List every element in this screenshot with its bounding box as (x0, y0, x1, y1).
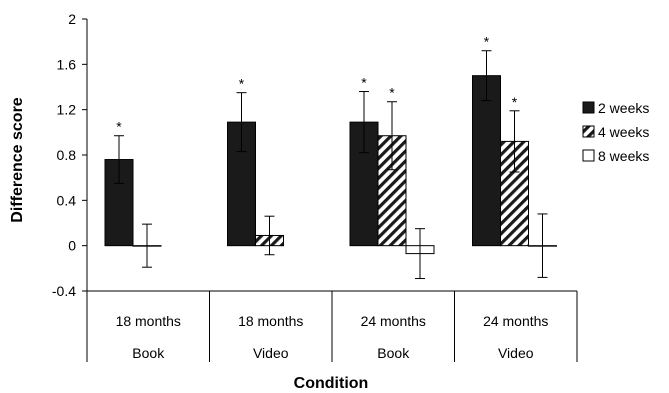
bar-2-weeks (104, 159, 134, 247)
y-tick-label: 1.2 (57, 102, 77, 118)
legend-swatch (582, 125, 595, 138)
category-age-label: 18 months (116, 313, 181, 329)
legend-label: 4 weeks (598, 124, 649, 140)
y-tick-label: 0 (68, 238, 76, 254)
category-medium-label: Book (377, 345, 410, 361)
y-axis-title: Difference score (9, 97, 26, 222)
legend-swatch (582, 101, 595, 114)
y-tick-label: 0.8 (57, 147, 77, 163)
category-age-label: 24 months (361, 313, 426, 329)
category-medium-label: Book (132, 345, 165, 361)
significance-marker: * (361, 75, 367, 91)
x-axis-title: Condition (294, 375, 369, 392)
significance-marker: * (116, 119, 122, 135)
y-tick-label: -0.4 (52, 283, 76, 299)
legend-swatch (582, 149, 595, 162)
y-tick-label: 0.4 (57, 192, 77, 208)
significance-marker: * (484, 34, 490, 50)
category-medium-label: Video (498, 345, 534, 361)
plot-area: 2 1.6 1.2 0.8 0.4 0 -0.4 * 18 months Book * 18 mont… (52, 11, 578, 362)
significance-marker: * (512, 94, 518, 110)
legend-label: 2 weeks (598, 100, 649, 116)
bar-2-weeks (472, 75, 501, 247)
significance-marker: * (389, 85, 395, 101)
category-medium-label: Video (253, 345, 289, 361)
y-tick-label: 2 (68, 11, 76, 27)
y-tick-label: 1.6 (57, 56, 77, 72)
category-age-label: 18 months (238, 313, 303, 329)
legend-label: 8 weeks (598, 148, 649, 164)
legend: 2 weeks 4 weeks 8 weeks (582, 100, 649, 164)
significance-marker: * (239, 76, 245, 92)
category-age-label: 24 months (483, 313, 548, 329)
